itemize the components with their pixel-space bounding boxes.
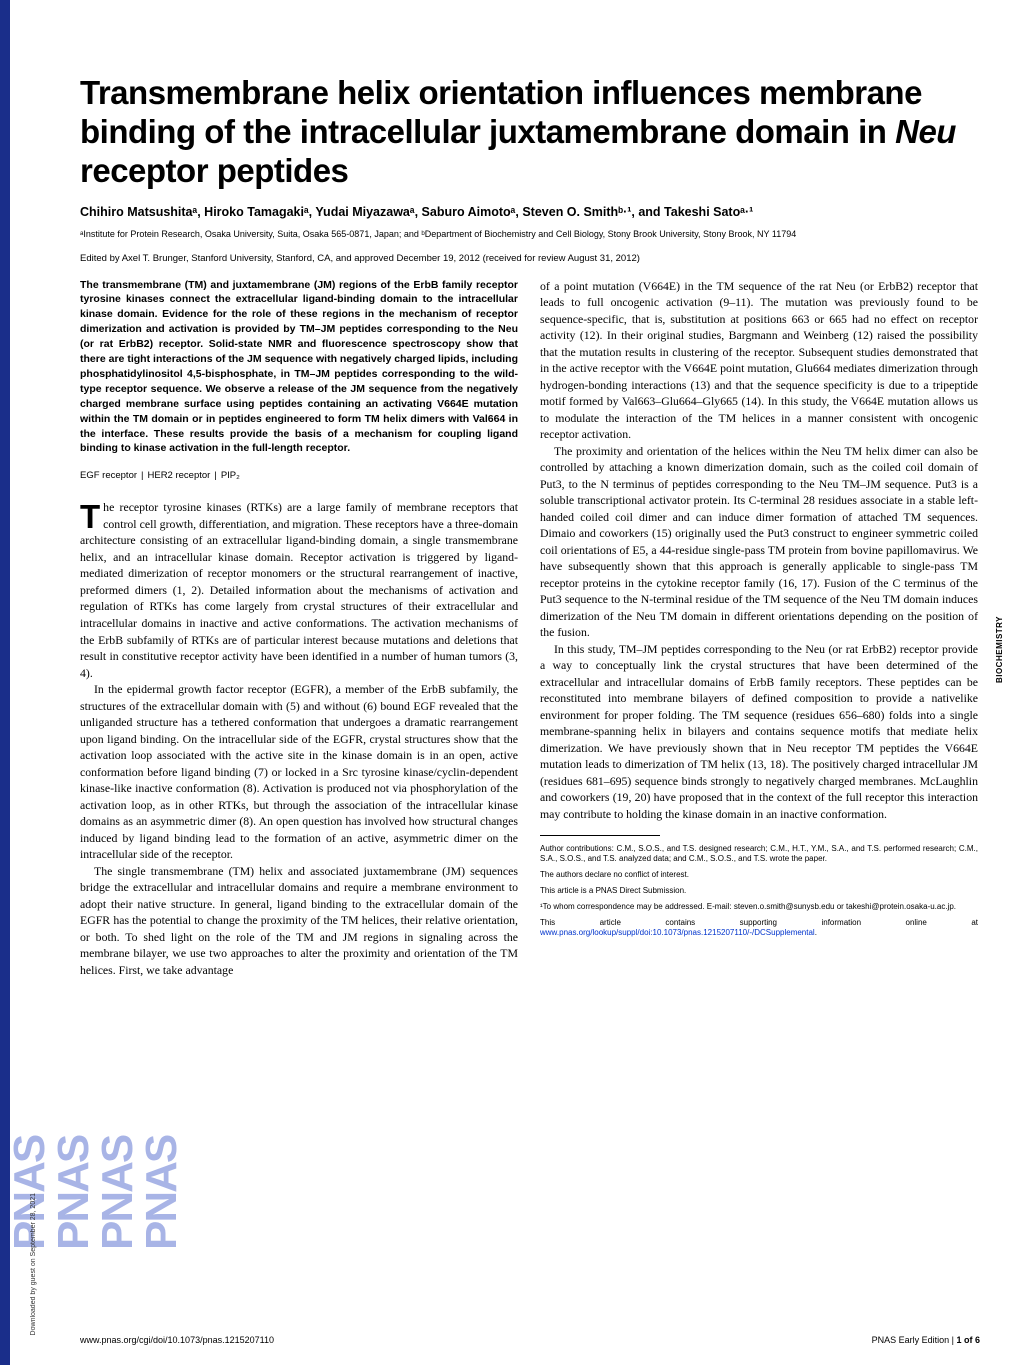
- keywords-line: EGF receptor|HER2 receptor|PIP₂: [80, 470, 518, 481]
- keyword: EGF receptor: [80, 470, 137, 481]
- footnote-supporting: This article contains supporting informa…: [540, 918, 978, 940]
- page-footer: www.pnas.org/cgi/doi/10.1073/pnas.121520…: [80, 1335, 980, 1345]
- pnas-logo-vertical: PNAS PNAS PNAS PNAS: [8, 50, 56, 1250]
- body-paragraph: The receptor tyrosine kinases (RTKs) are…: [80, 499, 518, 681]
- footnote-supporting-suffix: .: [815, 928, 817, 937]
- body-paragraph: The proximity and orientation of the hel…: [540, 443, 978, 641]
- left-column: The transmembrane (TM) and juxtamembrane…: [80, 278, 518, 979]
- pnas-sidebar: PNAS PNAS PNAS PNAS Downloaded by guest …: [0, 0, 56, 1365]
- footnote-supporting-prefix: This article contains supporting informa…: [540, 918, 978, 927]
- footer-edition: PNAS Early Edition |: [872, 1335, 957, 1345]
- article-page: Transmembrane helix orientation influenc…: [80, 74, 980, 978]
- body-paragraph: In the epidermal growth factor receptor …: [80, 681, 518, 863]
- body-paragraph: of a point mutation (V664E) in the TM se…: [540, 278, 978, 443]
- article-title: Transmembrane helix orientation influenc…: [80, 74, 980, 191]
- footnote-contributions: Author contributions: C.M., S.O.S., and …: [540, 844, 978, 866]
- edited-by: Edited by Axel T. Brunger, Stanford Univ…: [80, 253, 980, 264]
- footer-page-info: PNAS Early Edition | 1 of 6: [872, 1335, 980, 1345]
- footnote-conflict: The authors declare no conflict of inter…: [540, 870, 978, 881]
- affiliations: ᵃInstitute for Protein Research, Osaka U…: [80, 229, 980, 241]
- keyword: PIP₂: [221, 470, 240, 481]
- authors-line: Chihiro Matsushitaᵃ, Hiroko Tamagakiᵃ, Y…: [80, 205, 980, 219]
- keyword: HER2 receptor: [148, 470, 211, 481]
- section-label: BIOCHEMISTRY: [995, 616, 1004, 683]
- pnas-text: PNAS: [8, 90, 52, 1250]
- right-column: BIOCHEMISTRY of a point mutation (V664E)…: [540, 278, 978, 979]
- body-paragraph: In this study, TM–JM peptides correspond…: [540, 641, 978, 823]
- footnote-separator: [540, 835, 660, 836]
- two-column-body: The transmembrane (TM) and juxtamembrane…: [80, 278, 980, 979]
- supporting-link[interactable]: www.pnas.org/lookup/suppl/doi:10.1073/pn…: [540, 928, 815, 937]
- footer-doi: www.pnas.org/cgi/doi/10.1073/pnas.121520…: [80, 1335, 274, 1345]
- abstract: The transmembrane (TM) and juxtamembrane…: [80, 278, 518, 457]
- download-note: Downloaded by guest on September 28, 202…: [30, 1193, 37, 1335]
- footnote-correspondence: ¹To whom correspondence may be addressed…: [540, 902, 978, 913]
- footnote-direct-submission: This article is a PNAS Direct Submission…: [540, 886, 978, 897]
- footer-page-number: 1 of 6: [956, 1335, 980, 1345]
- body-paragraph: The single transmembrane (TM) helix and …: [80, 863, 518, 979]
